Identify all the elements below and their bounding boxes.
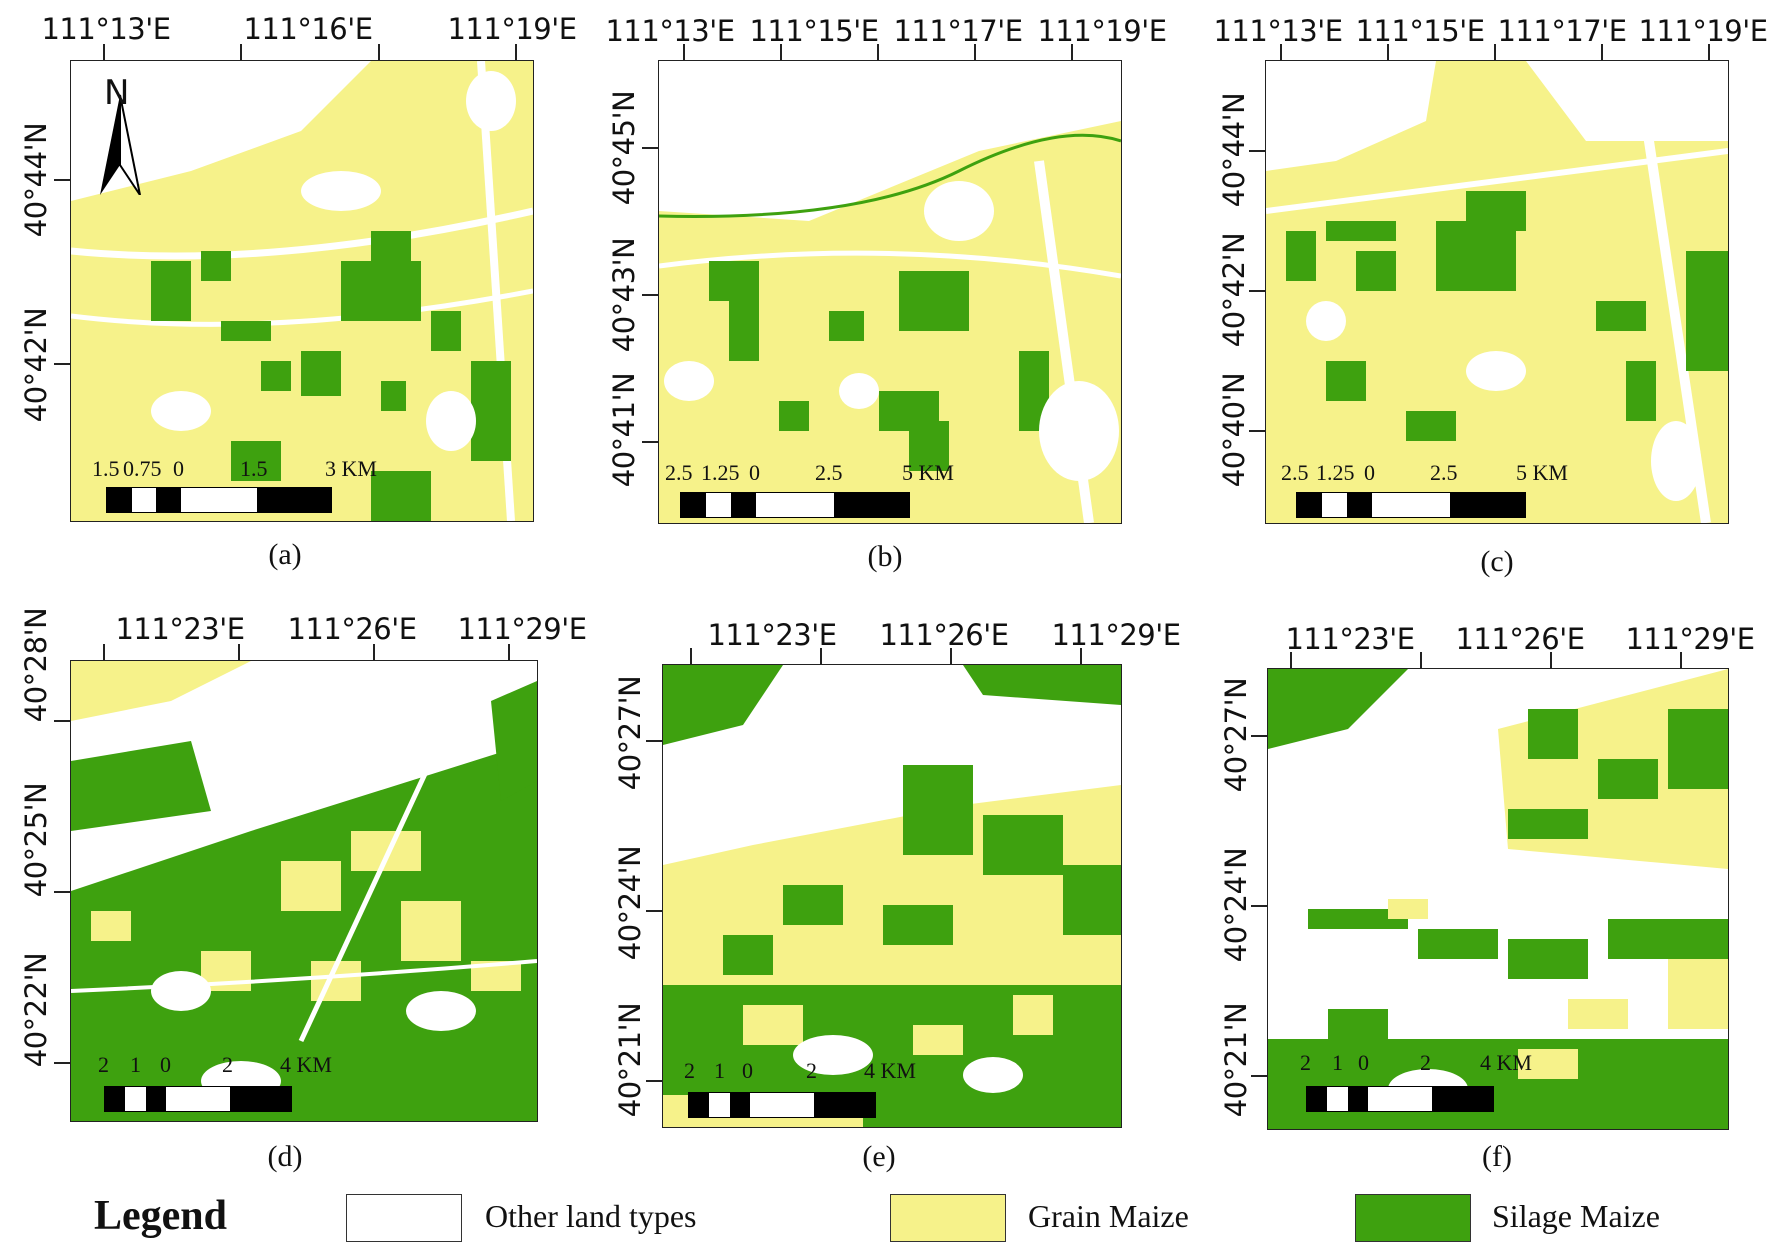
scale-label: 4 KM [864,1058,916,1083]
lon-label: 111°23'E [707,618,837,652]
lon-label: 111°23'E [1285,622,1415,656]
map-a [70,60,534,522]
lat-label: 40°22'N [19,952,53,1068]
lon-label: 111°26'E [287,612,417,646]
north-arrow-label: N [104,73,130,113]
scale-bar [106,487,332,513]
scale-label: 2.5 [665,460,693,485]
scale-bar [1306,1086,1494,1112]
legend-label-other: Other land types [485,1198,697,1234]
lat-label: 40°24'N [1219,847,1253,963]
scale-bar [104,1086,292,1112]
lon-label: 111°17'E [1497,14,1627,48]
scale-label: 0.75 [123,456,162,481]
lat-label: 40°44'N [1217,92,1251,208]
lon-label: 111°15'E [749,14,879,48]
lat-label: 40°24'N [613,845,647,961]
lon-label: 111°23'E [115,612,245,646]
scale-label: 2 [222,1052,233,1077]
scale-label: 1 [1332,1050,1343,1075]
landcover-map-d [71,661,537,1121]
scale-label: 3 KM [325,456,377,481]
scale-label: 1.25 [701,460,740,485]
panel-caption: (d) [267,1140,303,1173]
scale-label: 0 [1358,1050,1369,1075]
scale-label: 1.5 [240,456,268,481]
panel-caption: (f) [1482,1140,1512,1173]
scale-label: 0 [742,1058,753,1083]
lat-label: 40°42'N [19,307,53,423]
lon-label: 111°29'E [1625,622,1755,656]
lat-label: 40°40'N [1217,372,1251,488]
lon-label: 111°26'E [879,618,1009,652]
panel-caption: (a) [268,538,302,571]
lat-label: 40°25'N [19,782,53,898]
lon-label: 111°16'E [243,12,373,46]
lon-label: 111°29'E [1051,618,1181,652]
lat-label: 40°27'N [1219,677,1253,793]
lon-label: 111°19'E [447,12,577,46]
lat-label: 40°43'N [607,237,641,353]
panel-caption: (b) [867,540,903,573]
lon-label: 111°26'E [1455,622,1585,656]
legend-title: Legend [94,1193,228,1239]
map-c [1265,60,1729,524]
legend-swatch-silage [1355,1194,1471,1242]
scale-label: 1.25 [1316,460,1355,485]
scale-label: 5 KM [1516,460,1568,485]
map-f [1267,668,1729,1130]
scale-bar [1296,492,1526,518]
legend-label-silage: Silage Maize [1492,1198,1660,1234]
scale-label: 2.5 [815,460,843,485]
landcover-map-f [1268,669,1728,1129]
lat-label: 40°44'N [19,122,53,238]
lon-label: 111°19'E [1638,14,1768,48]
north-arrow-icon [100,94,141,196]
scale-label: 2 [1300,1050,1311,1075]
lat-label: 40°45'N [607,90,641,206]
scale-label: 5 KM [902,460,954,485]
lon-label: 111°17'E [893,14,1023,48]
lon-label: 111°13'E [41,12,171,46]
scale-label: 2.5 [1281,460,1309,485]
scale-label: 4 KM [280,1052,332,1077]
scale-label: 2 [684,1058,695,1083]
scale-label: 0 [160,1052,171,1077]
scale-label: 1 [714,1058,725,1083]
scale-label: 2 [98,1052,109,1077]
lat-label: 40°21'N [613,1002,647,1118]
map-d [70,660,538,1122]
lat-label: 40°21'N [1219,1002,1253,1118]
legend-swatch-grain [890,1194,1006,1242]
lat-label: 40°28'N [19,607,53,723]
panel-caption: (c) [1480,545,1514,578]
scale-label: 0 [749,460,760,485]
lon-label: 111°13'E [605,14,735,48]
north-arrow: N [90,73,150,199]
lat-label: 40°27'N [613,675,647,791]
scale-label: 0 [173,456,184,481]
lat-label: 40°42'N [1217,232,1251,348]
scale-label: 1.5 [92,456,120,481]
lon-label: 111°13'E [1213,14,1343,48]
landcover-map-c [1266,61,1728,523]
scale-label: 4 KM [1480,1050,1532,1075]
scale-label: 2.5 [1430,460,1458,485]
scale-label: 1 [130,1052,141,1077]
lat-label: 40°41'N [607,372,641,488]
lon-label: 111°15'E [1355,14,1485,48]
lon-label: 111°29'E [457,612,587,646]
landcover-map-b [659,61,1121,523]
legend-label-grain: Grain Maize [1028,1198,1189,1234]
scale-bar [688,1092,876,1118]
scale-label: 2 [1420,1050,1431,1075]
lon-label: 111°19'E [1037,14,1167,48]
map-b [658,60,1122,524]
legend-swatch-other [346,1194,462,1242]
panel-caption: (e) [862,1140,896,1173]
scale-bar [680,492,910,518]
landcover-map-a [71,61,533,521]
scale-label: 2 [806,1058,817,1083]
scale-label: 0 [1364,460,1375,485]
